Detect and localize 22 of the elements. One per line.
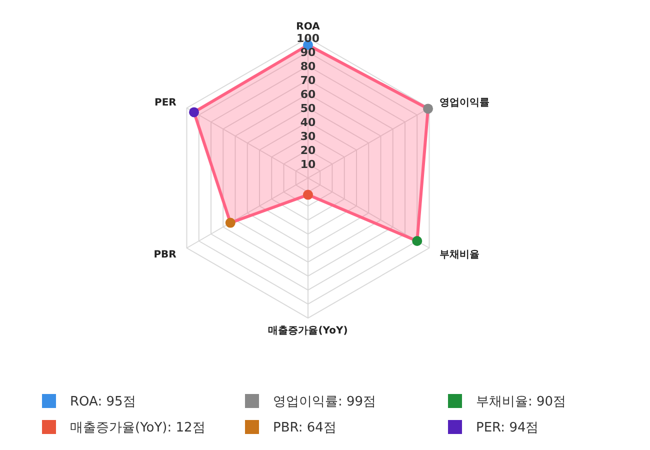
text: 매출증가율(YoY): 12점 bbox=[70, 420, 206, 436]
y-tick-label: 20 bbox=[300, 144, 316, 157]
spoke-label: 부채비율 bbox=[440, 250, 480, 260]
spoke-label: 매출증가율(YoY) bbox=[268, 326, 348, 336]
y-tick-label: 40 bbox=[300, 116, 316, 129]
text: ROA: 95점 bbox=[70, 394, 136, 410]
text: 부채비율: 90점 bbox=[476, 394, 566, 410]
y-tick-label: 10 bbox=[300, 158, 316, 171]
text: PBR: 64점 bbox=[273, 420, 336, 436]
y-tick-label: 80 bbox=[300, 60, 316, 73]
y-tick-label: 90 bbox=[300, 46, 316, 59]
y-tick-label: 50 bbox=[300, 102, 316, 115]
y-tick-label: 30 bbox=[300, 130, 316, 143]
spoke-label: 영업이익률 bbox=[440, 98, 490, 108]
text: PER: 94점 bbox=[476, 420, 539, 436]
y-tick-label: 100 bbox=[296, 32, 320, 45]
spoke-label: PER bbox=[154, 98, 177, 108]
text: 영업이익률: 99점 bbox=[273, 394, 376, 410]
y-tick-label: 60 bbox=[300, 88, 316, 101]
spoke-label: ROA bbox=[296, 22, 320, 32]
y-tick-label: 70 bbox=[300, 74, 316, 87]
spoke-label: PBR bbox=[154, 250, 177, 260]
